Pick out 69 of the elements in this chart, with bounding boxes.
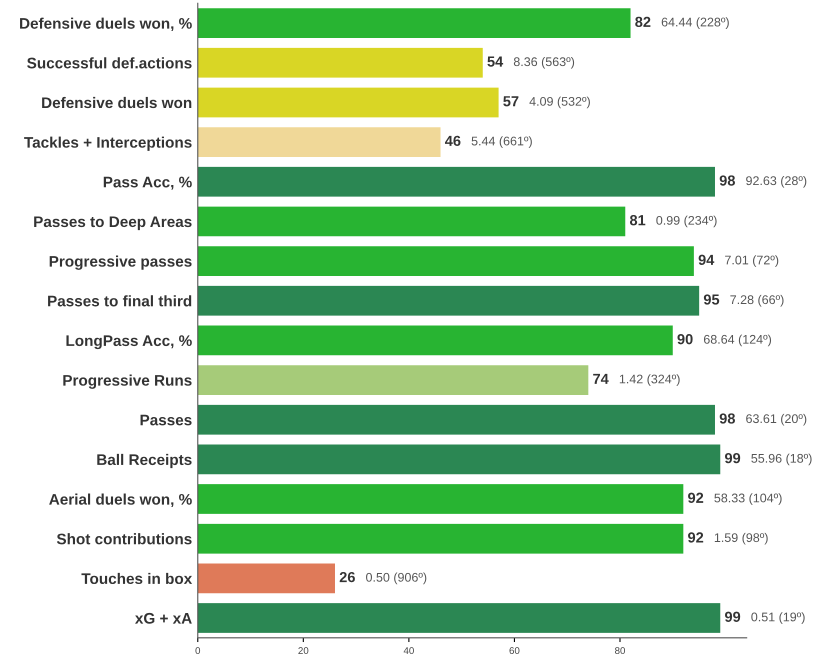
annotation: 8.36 (563º) xyxy=(514,56,574,69)
y-tick-label: Shot contributions xyxy=(56,533,192,544)
bar xyxy=(198,603,720,633)
annotation: 1.42 (324º) xyxy=(620,374,680,386)
bar xyxy=(198,524,684,554)
data-label: 92 xyxy=(688,532,704,543)
annotation: 0.51 (19º) xyxy=(751,612,805,624)
y-tick-label: Progressive passes xyxy=(50,256,192,270)
y-tick-label: Defensive duels won xyxy=(42,96,192,108)
annotation: 58.33 (104º) xyxy=(714,493,782,505)
annotation: 7.28 (66º) xyxy=(730,294,784,307)
x-tick-label: 40 xyxy=(404,647,414,654)
data-label: 92 xyxy=(688,492,704,503)
annotation: 0.50 (906º) xyxy=(366,572,426,584)
annotation: 5.44 (661º) xyxy=(472,136,532,148)
bar xyxy=(198,127,441,157)
y-tick-label: Passes to Deep Areas xyxy=(34,216,192,230)
y-tick-label: Pass Acc, % xyxy=(104,176,192,190)
data-label: 98 xyxy=(720,175,735,186)
bar xyxy=(198,166,715,197)
y-tick-label: LongPass Acc, % xyxy=(66,335,192,350)
data-label: 81 xyxy=(630,215,646,226)
y-tick-label: Successful def.actions xyxy=(27,57,192,68)
data-label: 98 xyxy=(720,413,735,424)
y-tick-label: Ball Receipts xyxy=(97,454,192,468)
data-label: 74 xyxy=(593,374,609,384)
bar xyxy=(198,286,700,316)
x-tick-label: 80 xyxy=(615,647,626,654)
annotation: 7.01 (72º) xyxy=(725,255,778,267)
data-label: 95 xyxy=(704,294,720,305)
annotation: 68.64 (124º) xyxy=(704,334,772,346)
bar xyxy=(198,88,499,118)
data-label: 26 xyxy=(340,572,355,582)
bar xyxy=(198,48,483,78)
bar xyxy=(198,564,335,594)
data-label: 99 xyxy=(724,612,740,622)
bar xyxy=(198,206,626,236)
y-tick-label: Passes to final third xyxy=(48,295,192,306)
data-label: 54 xyxy=(487,56,504,67)
data-label: 82 xyxy=(635,16,650,28)
y-tick-label: Tackles + Interceptions xyxy=(24,136,192,151)
data-label: 99 xyxy=(724,452,740,464)
annotation: 1.59 (98º) xyxy=(714,532,768,545)
y-tick-label: xG + xA xyxy=(134,612,192,624)
x-tick-label: 60 xyxy=(510,647,520,654)
annotation: 4.09 (532º) xyxy=(529,96,590,108)
annotation: 55.96 (18º) xyxy=(751,454,812,466)
data-label: 57 xyxy=(503,96,518,106)
data-label: 90 xyxy=(677,334,693,344)
annotation: 63.61 (20º) xyxy=(746,414,806,426)
data-label: 46 xyxy=(444,136,460,146)
bar xyxy=(198,246,694,276)
x-tick-label: 0 xyxy=(195,647,200,654)
bar xyxy=(198,365,588,395)
annotation: 92.63 (28º) xyxy=(746,176,806,188)
bar xyxy=(198,326,673,356)
y-tick-label: Aerial duels won, % xyxy=(49,494,192,507)
bar xyxy=(198,404,715,435)
x-tick-label: 20 xyxy=(298,647,308,654)
y-tick-label: Touches in box xyxy=(81,572,192,584)
bar xyxy=(198,8,631,38)
y-tick-label: Passes xyxy=(140,414,192,426)
annotation: 0.99 (234º) xyxy=(656,216,717,228)
data-label: 94 xyxy=(698,254,714,266)
y-tick-label: Progressive Runs xyxy=(63,374,192,389)
y-tick-label: Defensive duels won, % xyxy=(20,18,192,32)
bar xyxy=(198,484,684,514)
bar xyxy=(198,444,720,474)
annotation: 64.44 (228º) xyxy=(662,17,729,29)
